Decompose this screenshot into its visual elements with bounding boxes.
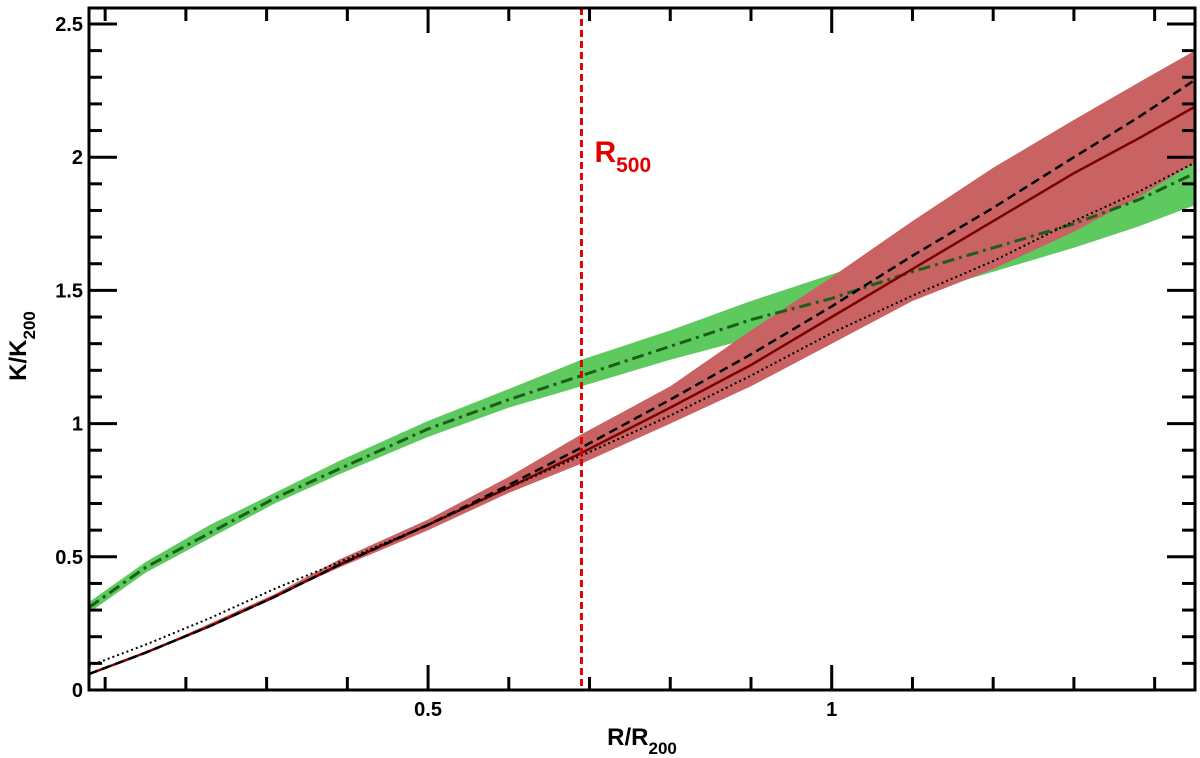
axis-ticks (89, 8, 1195, 692)
x-tick-label: 1 (826, 699, 837, 721)
y-tick-label: 0 (72, 680, 83, 702)
x-tick-label: 0.5 (414, 699, 442, 721)
y-axis-title-sub: 200 (20, 311, 39, 339)
plot-frame (87, 6, 1197, 692)
series-line-1 (88, 105, 1196, 676)
y-axis-title-main: K/K (5, 339, 32, 381)
y-axis-title: K/K200 (5, 311, 39, 381)
y-tick-label: 0.5 (55, 547, 83, 569)
y-tick-label: 2.5 (55, 14, 83, 36)
r500-label-main: R (594, 136, 616, 169)
x-axis-title-main: R/R (607, 724, 648, 751)
r500-label-sub: 500 (616, 154, 651, 177)
x-axis-title-sub: 200 (648, 739, 676, 758)
r500-label: R500 (594, 136, 651, 177)
y-tick-label: 1.5 (55, 280, 83, 302)
series-lines (88, 78, 1196, 676)
series-line-3 (88, 161, 1196, 667)
series-line-2 (88, 78, 1196, 676)
series-line-0 (88, 171, 1196, 609)
uncertainty-bands (89, 50, 1195, 675)
x-axis-title: R/R200 (607, 724, 677, 758)
y-tick-label: 2 (72, 147, 83, 169)
tick-labels: 0.5 1 0 0.5 1 1.5 2 2.5 (55, 14, 837, 721)
y-tick-label: 1 (72, 414, 83, 436)
